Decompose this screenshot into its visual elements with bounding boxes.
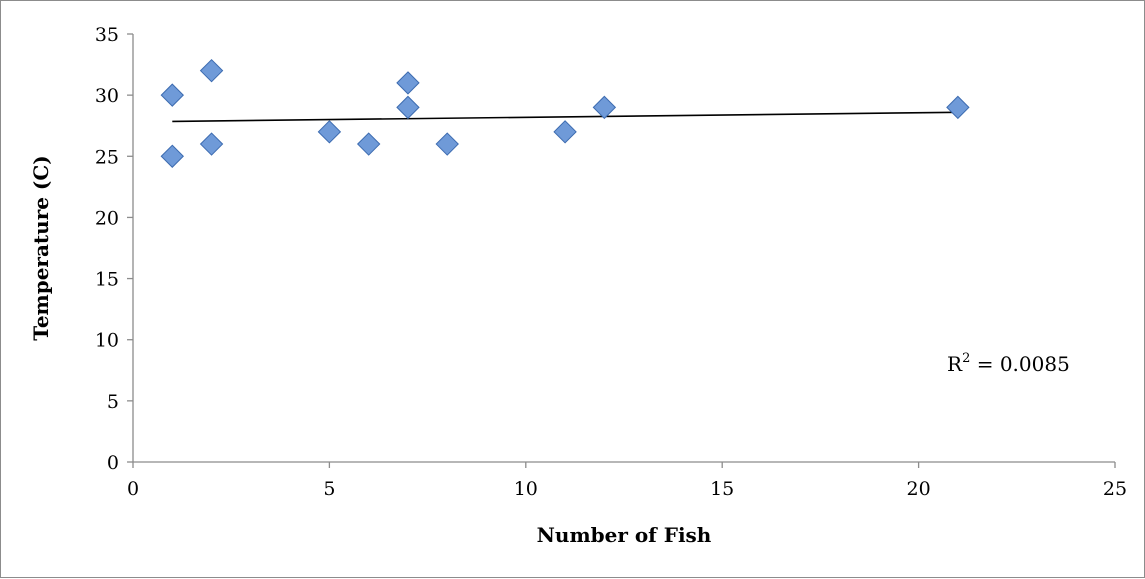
y-tick-label: 10 (95, 330, 119, 352)
data-point (435, 132, 459, 156)
data-point (199, 132, 224, 156)
data-point (396, 95, 420, 120)
y-tick-label: 15 (95, 269, 119, 291)
y-tick-label: 25 (95, 146, 119, 168)
data-point (592, 95, 617, 120)
data-point (160, 83, 184, 107)
x-tick-label: 15 (710, 478, 734, 500)
x-tick-label: 25 (1103, 478, 1127, 500)
x-tick-label: 0 (127, 478, 139, 500)
x-axis: 0 5 10 15 20 25 (127, 461, 1127, 500)
x-tick-label: 20 (907, 478, 931, 500)
data-point (553, 120, 577, 144)
data-point (199, 58, 224, 83)
r-squared-value: = 0.0085 (970, 352, 1069, 376)
trendline (172, 111, 958, 123)
x-axis-title: Number of Fish (537, 523, 712, 547)
data-point (396, 71, 420, 95)
data-point (946, 95, 970, 120)
y-axis: 0 5 10 15 20 25 30 35 (95, 24, 134, 474)
r-squared-prefix: R (947, 352, 963, 376)
data-points (160, 58, 970, 168)
data-point (317, 120, 342, 144)
y-tick-label: 20 (95, 207, 119, 229)
data-point (356, 132, 381, 156)
y-tick-label: 35 (95, 24, 119, 46)
y-tick-label: 5 (107, 391, 119, 413)
x-tick-label: 10 (514, 478, 538, 500)
r-squared-annotation: R2 = 0.0085 (947, 351, 1070, 376)
y-tick-label: 0 (107, 452, 119, 474)
x-tick-label: 5 (323, 478, 335, 500)
y-axis-title: Temperature (C) (29, 155, 53, 341)
y-tick-label: 30 (95, 85, 119, 107)
data-point (160, 144, 184, 168)
r-squared-exponent: 2 (962, 351, 970, 366)
